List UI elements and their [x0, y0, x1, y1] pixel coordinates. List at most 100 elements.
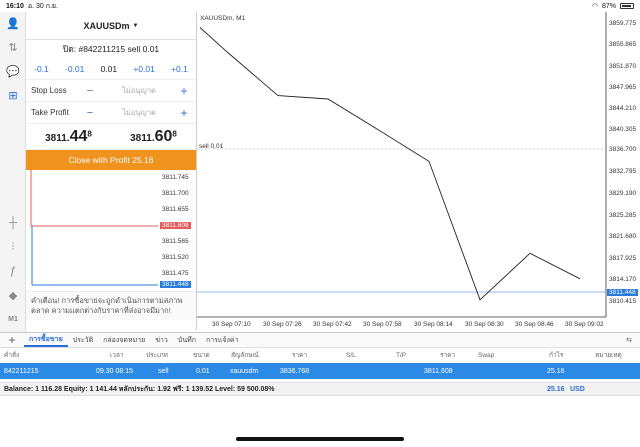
- price-axis-label: 3810.415: [609, 298, 637, 305]
- time-axis-label: 30 Sep 08:30: [465, 321, 504, 328]
- column-header: ราคา: [292, 352, 308, 359]
- battery-percent: 87%: [601, 2, 616, 10]
- chat-icon[interactable]: 💬: [6, 65, 20, 78]
- column-header: Swap: [478, 351, 495, 359]
- bid-level-badge: 3811.448: [160, 281, 191, 288]
- home-indicator: [236, 437, 404, 441]
- price-axis-label: 3825.285: [609, 212, 637, 219]
- left-toolbar: 👤 ⇅ 💬 ⊞ ┼ ⫶ ƒ ◆ M1: [0, 12, 26, 332]
- time-axis-label: 30 Sep 07:58: [363, 321, 402, 328]
- take-profit-minus-button[interactable]: −: [86, 106, 94, 119]
- tick-chart-lines: [30, 170, 158, 286]
- timeframe-icon[interactable]: M1: [8, 315, 18, 323]
- stop-loss-row: Stop Loss − ไม่อนุญาต +: [26, 80, 196, 102]
- price-axis-label: 3817.925: [609, 255, 637, 262]
- step-plus-0-1[interactable]: +0.1: [171, 63, 188, 74]
- indicators-icon[interactable]: ƒ: [9, 265, 17, 277]
- tick-level: 3811.475: [162, 270, 189, 277]
- column-header: ราคา: [440, 352, 456, 359]
- column-header: เวลา: [110, 352, 124, 359]
- account-icon[interactable]: 👤: [6, 17, 20, 30]
- price-axis-label: 3859.775: [609, 20, 637, 27]
- status-time: 16:10: [6, 2, 24, 10]
- layout-toggle-icon[interactable]: ⇆: [626, 337, 632, 344]
- take-profit-input[interactable]: ไม่อนุญาต: [122, 107, 156, 117]
- step-minus-0-01[interactable]: -0.01: [64, 63, 85, 74]
- price-series-line: [199, 27, 581, 301]
- step-plus-0-01[interactable]: +0.01: [133, 63, 155, 74]
- status-bar: 16:10 อ. 30 ก.ย. ◠ 87%: [0, 0, 640, 12]
- column-header: ประเภท: [146, 352, 168, 359]
- volume-stepper: -0.1 -0.01 0.01 +0.01 +0.1: [26, 58, 196, 80]
- order-profit: 25.16: [547, 367, 565, 375]
- table-row[interactable]: 842211215 09.30 08:15 sell 0.01 xauusdm …: [0, 363, 640, 379]
- tab-news[interactable]: ข่าว: [155, 336, 168, 344]
- price-axis-label: 3855.865: [609, 41, 637, 48]
- tab-mailbox[interactable]: กล่องจดหมาย: [103, 336, 146, 344]
- time-axis-label: 30 Sep 08:46: [515, 321, 554, 328]
- order-volume: 0.01: [196, 367, 210, 375]
- battery-icon: [620, 3, 634, 9]
- table-header: คำสั่ง เวลา ประเภท ขนาด สัญลักษณ์ ราคา S…: [0, 348, 640, 362]
- stop-loss-label: Stop Loss: [31, 86, 67, 95]
- tick-level: 3811.565: [162, 238, 189, 245]
- ask-level-badge: 3811.608: [160, 222, 191, 229]
- symbol-selector[interactable]: XAUUSDm ▼: [26, 12, 196, 40]
- status-date: อ. 30 ก.ย.: [27, 2, 58, 10]
- market-watch-icon[interactable]: ⇅: [8, 41, 18, 54]
- objects-icon[interactable]: ◆: [8, 289, 18, 302]
- column-header: หมายเหตุ: [595, 352, 622, 359]
- stop-loss-input[interactable]: ไม่อนุญาต: [122, 85, 156, 95]
- tick-level: 3811.520: [162, 254, 189, 261]
- symbol-name: XAUUSDm: [83, 20, 130, 31]
- step-minus-0-1[interactable]: -0.1: [34, 63, 49, 74]
- take-profit-label: Take Profit: [31, 108, 69, 117]
- price-chart[interactable]: XAUUSDm, M1 sell 0.01 3859.775 3855.865 …: [197, 12, 640, 332]
- price-axis-label: 3840.305: [609, 126, 637, 133]
- price-axis-label: 3821.680: [609, 233, 637, 240]
- bid-price: 3811.448: [45, 128, 92, 145]
- column-header: T/P: [396, 351, 407, 359]
- account-summary: Balance: 1 116.28 Equity: 1 141.44 หลักป…: [0, 382, 640, 396]
- time-axis-label: 30 Sep 07:26: [263, 321, 302, 328]
- terminal-tabs: + การซื้อขาย ประวัติ กล่องจดหมาย ข่าว บั…: [0, 332, 640, 348]
- order-type: sell: [158, 367, 169, 375]
- price-quotes: 3811.448 3811.608: [26, 124, 196, 150]
- tab-settings[interactable]: การแจ้งค่า: [205, 336, 239, 344]
- new-order-icon[interactable]: ⊞: [8, 89, 18, 102]
- price-axis-label: 3829.190: [609, 190, 637, 197]
- tab-trade[interactable]: การซื้อขาย: [24, 333, 68, 347]
- stop-loss-plus-button[interactable]: +: [180, 83, 188, 98]
- order-symbol: xauusdm: [230, 367, 259, 375]
- time-axis-label: 30 Sep 07:42: [313, 321, 352, 328]
- column-header: ขนาด: [193, 352, 210, 359]
- price-axis-label: 3814.170: [609, 276, 637, 283]
- take-profit-plus-button[interactable]: +: [180, 105, 188, 120]
- account-currency: USD: [570, 385, 585, 393]
- balance-text: Balance: 1 116.28 Equity: 1 141.44 หลักป…: [4, 385, 275, 393]
- candles-icon[interactable]: ⫶: [11, 240, 15, 253]
- crosshair-icon[interactable]: ┼: [9, 217, 17, 229]
- stop-loss-minus-button[interactable]: −: [86, 84, 94, 97]
- tick-chart: 3811.745 3811.700 3811.655 3811.608 3811…: [26, 170, 196, 292]
- price-axis-label: 3836.700: [609, 146, 637, 153]
- order-panel: XAUUSDm ▼ ปิด: #842211215 sell 0.01 -0.1…: [26, 12, 197, 330]
- tab-journal[interactable]: บันทึก: [177, 336, 196, 344]
- add-order-button[interactable]: +: [8, 333, 16, 347]
- take-profit-row: Take Profit − ไม่อนุญาต +: [26, 102, 196, 124]
- order-price: 3836.768: [280, 367, 310, 375]
- chart-title: XAUUSDm, M1: [200, 15, 246, 22]
- chart-canvas: [197, 12, 607, 318]
- total-profit: 25.16: [547, 385, 565, 393]
- tick-level: 3811.745: [162, 174, 189, 181]
- tick-level: 3811.655: [162, 206, 189, 213]
- tab-history[interactable]: ประวัติ: [72, 336, 94, 344]
- tick-level: 3811.700: [162, 190, 189, 197]
- column-header: สัญลักษณ์: [231, 352, 259, 359]
- ask-price: 3811.608: [130, 128, 177, 145]
- current-price: 3811.608: [424, 367, 453, 375]
- close-with-profit-button[interactable]: Close with Profit 25.16: [26, 150, 196, 170]
- time-axis-label: 30 Sep 09:02: [565, 321, 604, 328]
- order-time: 09.30 08:15: [96, 367, 133, 375]
- volume-value[interactable]: 0.01: [100, 63, 118, 74]
